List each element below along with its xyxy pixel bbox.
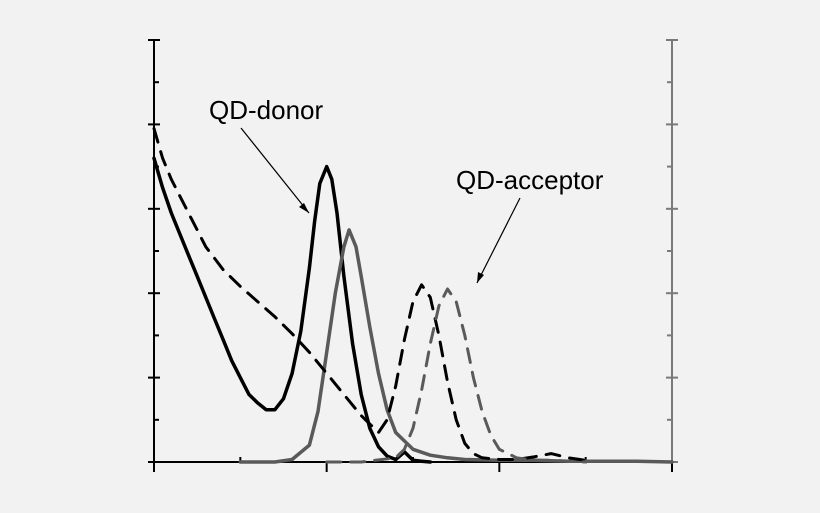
annotation-qd-acceptor: QD-acceptor <box>456 165 604 195</box>
series-donor-absorption <box>152 156 433 464</box>
annotation-qd-donor-pointer <box>240 127 310 214</box>
annotation-qd-acceptor-arrowhead <box>477 272 484 283</box>
series-acceptor-absorption <box>152 127 588 462</box>
series-layer <box>152 127 674 464</box>
annotation-qd-donor: QD-donor <box>209 95 323 125</box>
annotation-qd-acceptor-pointer <box>476 197 521 284</box>
series-acceptor-emission <box>325 287 588 464</box>
annotation-qd-donor-arrowhead <box>299 203 309 213</box>
